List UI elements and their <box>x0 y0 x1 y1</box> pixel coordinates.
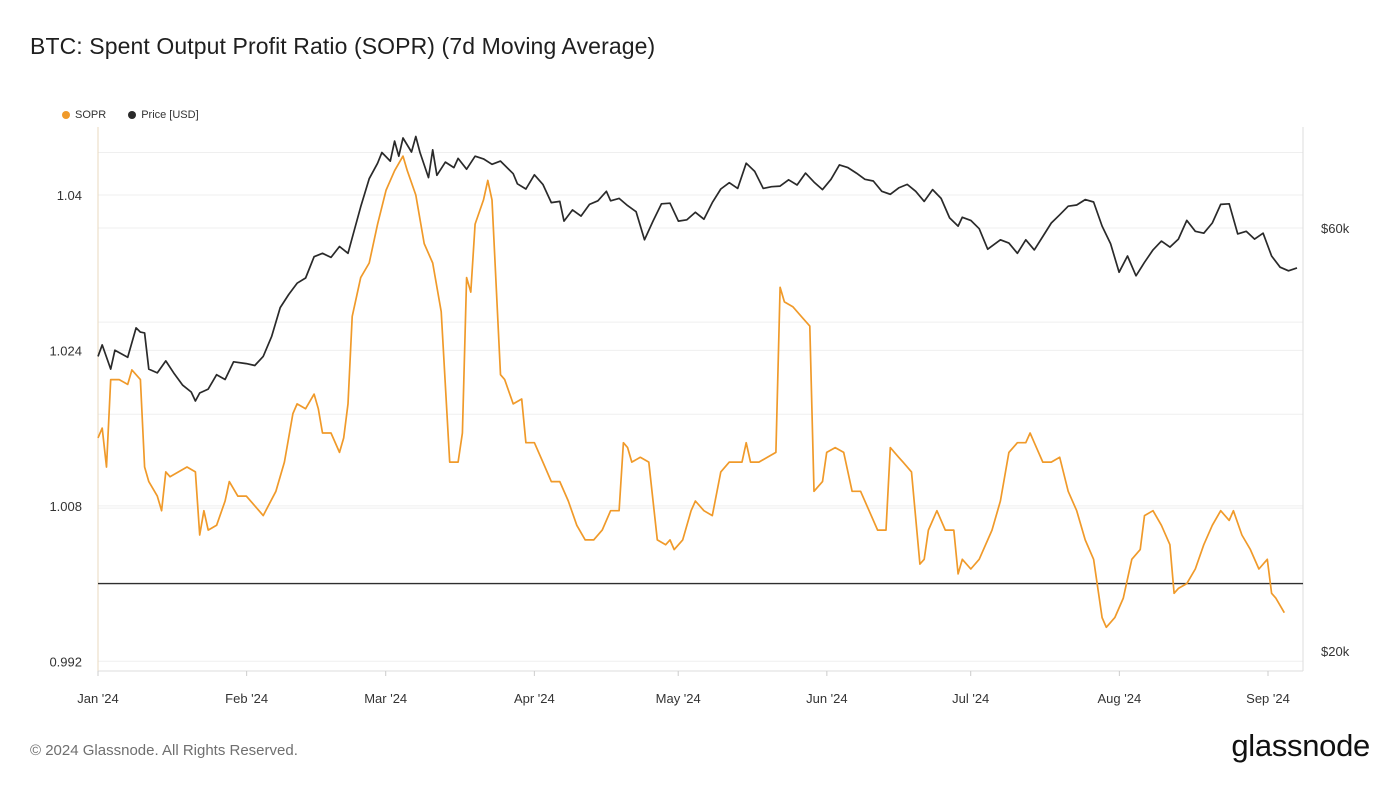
y-right-tick-0: $60k <box>1321 221 1350 236</box>
copyright-notice: © 2024 Glassnode. All Rights Reserved. <box>30 742 298 759</box>
legend-swatch-sopr <box>62 111 70 119</box>
y-left-tick-3: 0.992 <box>49 654 82 669</box>
series-line-sopr <box>97 155 1286 629</box>
legend-entry-price[interactable]: Price [USD] <box>128 109 199 121</box>
legend-label-sopr: SOPR <box>75 109 107 121</box>
y-right-tick-1: $20k <box>1321 644 1350 659</box>
chart-legend: SOPR Price [USD] <box>62 109 199 121</box>
y-left-tick-0: 1.04 <box>57 188 82 203</box>
x-tick-7: Aug '24 <box>1098 691 1142 706</box>
x-tick-1: Feb '24 <box>225 691 268 706</box>
x-tick-6: Jul '24 <box>952 691 989 706</box>
legend-swatch-price <box>128 111 137 119</box>
legend-label-price: Price [USD] <box>141 109 199 121</box>
x-tick-5: Jun '24 <box>806 691 848 706</box>
x-tick-0: Jan '24 <box>77 691 119 706</box>
x-tick-4: May '24 <box>656 691 701 706</box>
y-left-tick-2: 1.008 <box>49 499 82 514</box>
y-left-tick-1: 1.024 <box>49 343 82 358</box>
x-tick-3: Apr '24 <box>514 691 555 706</box>
legend-entry-sopr[interactable]: SOPR <box>62 109 106 121</box>
brand-logo: glassnode <box>1231 728 1370 763</box>
chart-title: BTC: Spent Output Profit Ratio (SOPR) (7… <box>30 33 656 59</box>
series-line-price <box>97 135 1298 402</box>
x-tick-8: Sep '24 <box>1246 691 1290 706</box>
x-tick-2: Mar '24 <box>364 691 407 706</box>
